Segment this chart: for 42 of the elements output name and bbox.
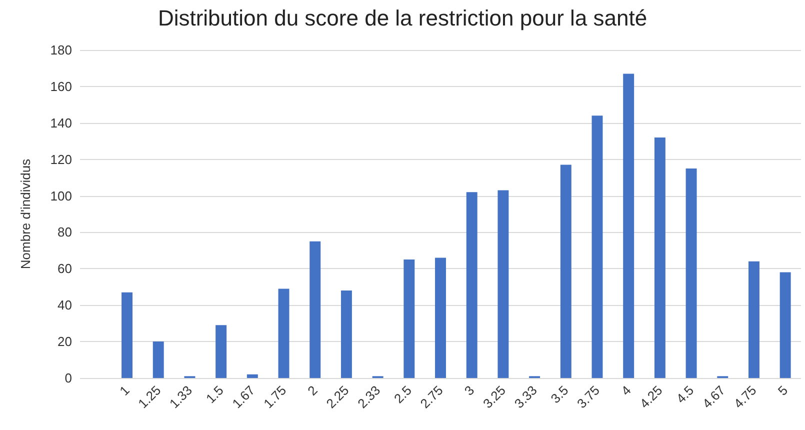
bar [340, 290, 352, 378]
y-tick-label: 120 [50, 152, 72, 167]
x-tick-label: 2 [304, 382, 320, 398]
x-tick-label: 4.75 [730, 382, 760, 412]
y-tick-label: 100 [50, 188, 72, 204]
bar [310, 241, 321, 378]
bar [152, 342, 164, 378]
y-tick-label: 60 [58, 261, 72, 276]
y-tick-label: 160 [50, 78, 72, 94]
chart-title: Distribution du score de la restriction pour la santé [158, 6, 648, 30]
bar [435, 258, 446, 378]
bar [404, 260, 415, 378]
bar [592, 116, 603, 378]
y-axis-title: Nombre d'individus [18, 158, 33, 270]
x-tick-label: 1.5 [202, 382, 226, 406]
y-tick-label: 20 [58, 334, 72, 350]
x-tick-label: 3.33 [511, 382, 540, 412]
bar [748, 261, 760, 378]
x-tick-label: 5 [774, 382, 791, 398]
y-tick-label: 40 [58, 298, 72, 313]
x-tick-label: 4.25 [636, 382, 666, 412]
bar [466, 192, 478, 378]
x-tick-label: 3 [461, 382, 478, 398]
bar [498, 190, 509, 378]
y-tick-label: 80 [58, 224, 72, 240]
x-tick-label: 3.5 [548, 382, 572, 406]
y-tick-label: 0 [64, 370, 72, 386]
bar [278, 288, 290, 378]
bar [623, 74, 634, 378]
bar [686, 168, 697, 378]
y-tick-label: 140 [50, 115, 72, 130]
x-tick-label: 4 [618, 382, 634, 398]
bar [654, 137, 666, 378]
bar [122, 292, 133, 378]
bar [246, 374, 258, 378]
x-tick-label: 4.5 [673, 382, 697, 406]
bar [780, 272, 791, 378]
x-tick-label: 1 [116, 382, 132, 398]
bar [560, 164, 572, 378]
y-tick-label: 180 [50, 42, 72, 58]
bar [216, 325, 227, 378]
x-tick-label: 2.5 [391, 382, 414, 406]
